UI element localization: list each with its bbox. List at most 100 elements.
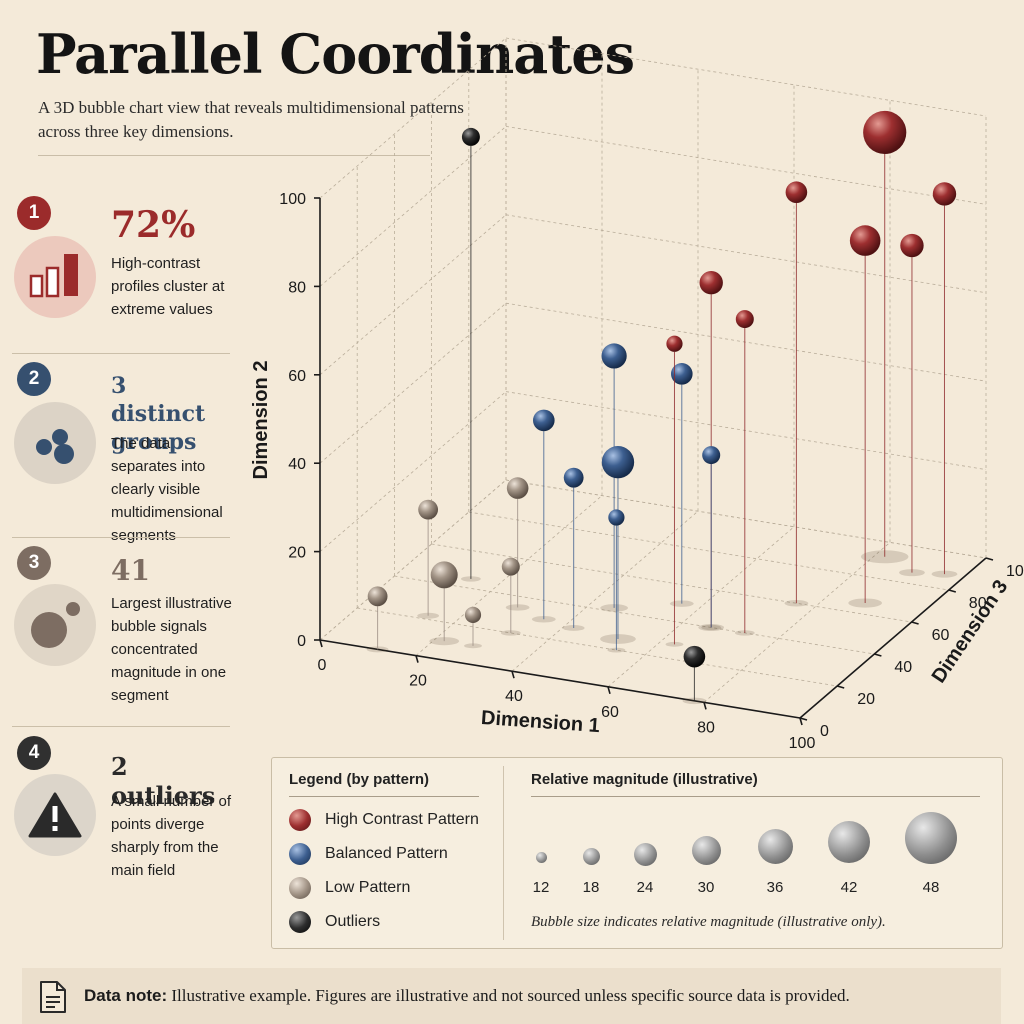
- bubble: [501, 557, 520, 576]
- floor-grid-line: [511, 510, 699, 672]
- bubble: [608, 509, 625, 526]
- bubble: [506, 477, 529, 499]
- z-tick-label: 40: [894, 659, 912, 676]
- size-ball-18: [583, 848, 600, 865]
- data-note: Data note: Illustrative example. Figures…: [22, 968, 1001, 1024]
- y-tick-label: 20: [288, 545, 306, 562]
- z-axis-line: [799, 557, 987, 719]
- z-tick: [799, 717, 808, 721]
- size-ball-24: [634, 843, 657, 866]
- floor-grid-line: [415, 495, 603, 656]
- bubble: [533, 409, 555, 432]
- bubble: [699, 271, 723, 295]
- bubble-point: [600, 445, 636, 644]
- bubble-point: [461, 127, 481, 582]
- z-tick-label: 60: [932, 627, 950, 644]
- bubble: [666, 335, 683, 352]
- bubble-point: [464, 606, 482, 649]
- bubble: [430, 561, 458, 589]
- z-tick-label: 80: [969, 595, 987, 612]
- bubble-point: [665, 335, 684, 647]
- bubble-point: [562, 467, 585, 631]
- data-note-body: Illustrative example. Figures are illust…: [171, 986, 850, 1005]
- chart-points: [366, 110, 958, 705]
- bubble: [932, 182, 957, 206]
- bubble: [563, 467, 584, 488]
- bubble: [683, 645, 706, 668]
- bar-chart-icon: [29, 254, 78, 298]
- bubble-point: [899, 233, 925, 577]
- bubble: [464, 606, 482, 624]
- bubble: [418, 499, 439, 520]
- stat-2: 2 3 distinct groups The data separates i…: [12, 362, 232, 544]
- stat-2-value: 3 distinct groups: [111, 373, 206, 455]
- back-wall-grid-line: [505, 479, 987, 559]
- x-tick: [799, 717, 803, 726]
- stat-1-badge: 1: [17, 196, 51, 230]
- z-tick: [985, 557, 994, 561]
- floor-grid-line: [607, 526, 795, 688]
- size-legend-rule: [531, 796, 980, 797]
- stat-4: 4 2 outliers A small number of points di…: [12, 736, 232, 886]
- left-wall-grid-line: [319, 479, 507, 641]
- bubble: [702, 446, 721, 465]
- bubble-point: [931, 182, 958, 578]
- bubble: [785, 181, 808, 204]
- bubble: [863, 110, 907, 155]
- size-ball-48: [905, 812, 957, 864]
- bubble: [461, 127, 480, 146]
- balanced-swatch: [289, 843, 311, 865]
- warning-icon: [28, 792, 82, 838]
- legend-label: High Contrast Pattern: [325, 811, 479, 828]
- size-label: 12: [532, 879, 550, 896]
- z-tick: [948, 589, 957, 593]
- size-label: 48: [922, 879, 940, 896]
- chart-axes: 000202020404040606060808080100100100: [279, 191, 1024, 752]
- bubble: [735, 310, 754, 329]
- x-tick-label: 80: [697, 719, 715, 736]
- bubble-point: [682, 645, 707, 705]
- x-axis-label: Dimension 1: [480, 707, 600, 737]
- bubble: [601, 343, 627, 369]
- bubble-point: [531, 409, 556, 623]
- bubble: [900, 233, 924, 258]
- z-tick-label: 0: [820, 723, 829, 740]
- size-ball-12: [536, 852, 547, 863]
- x-tick: [319, 639, 323, 648]
- stat-3-badge: 3: [17, 546, 51, 580]
- data-note-label: Data note:: [84, 986, 168, 1005]
- bubble-point: [366, 586, 389, 653]
- x-tick-label: 40: [505, 688, 523, 705]
- stat-4-disc: [14, 774, 96, 856]
- page-title: Parallel Coordinates: [36, 22, 635, 86]
- bubble-icon: [31, 602, 80, 648]
- stat-divider: [12, 353, 230, 354]
- stat-4-description: A small number of points diverge sharply…: [111, 793, 232, 879]
- bubble-point: [500, 557, 521, 636]
- y-tick-label: 60: [288, 368, 306, 385]
- size-legend-title: Relative magnitude (illustrative): [531, 771, 758, 788]
- bubble-point: [429, 561, 460, 646]
- bubble-point: [600, 343, 628, 612]
- back-wall-grid-line: [505, 126, 987, 205]
- legend-label: Outliers: [325, 913, 381, 930]
- bubble-shadow: [562, 624, 585, 631]
- y-axis-label: Dimension 2: [250, 361, 272, 480]
- bubble-point: [848, 225, 882, 608]
- size-ball-36: [758, 829, 793, 864]
- y-tick-label: 100: [279, 191, 306, 208]
- legend-label: Balanced Pattern: [325, 845, 448, 862]
- stat-3-description: Largest illustrative bubble signals conc…: [111, 595, 232, 704]
- size-note: Bubble size indicates relative magnitude…: [531, 914, 886, 930]
- left-wall-grid-line: [319, 391, 507, 552]
- stat-4-value: 2 outliers: [111, 752, 216, 810]
- z-tick-label: 20: [857, 691, 875, 708]
- size-label: 30: [697, 879, 715, 896]
- stat-1: 1 72% High-contrast profiles cluster at …: [12, 196, 232, 356]
- legend-divider: [503, 766, 504, 940]
- stat-1-disc: [14, 236, 96, 318]
- size-label: 36: [766, 879, 784, 896]
- z-tick: [874, 653, 882, 657]
- size-label: 42: [840, 879, 858, 896]
- bubble: [601, 445, 635, 479]
